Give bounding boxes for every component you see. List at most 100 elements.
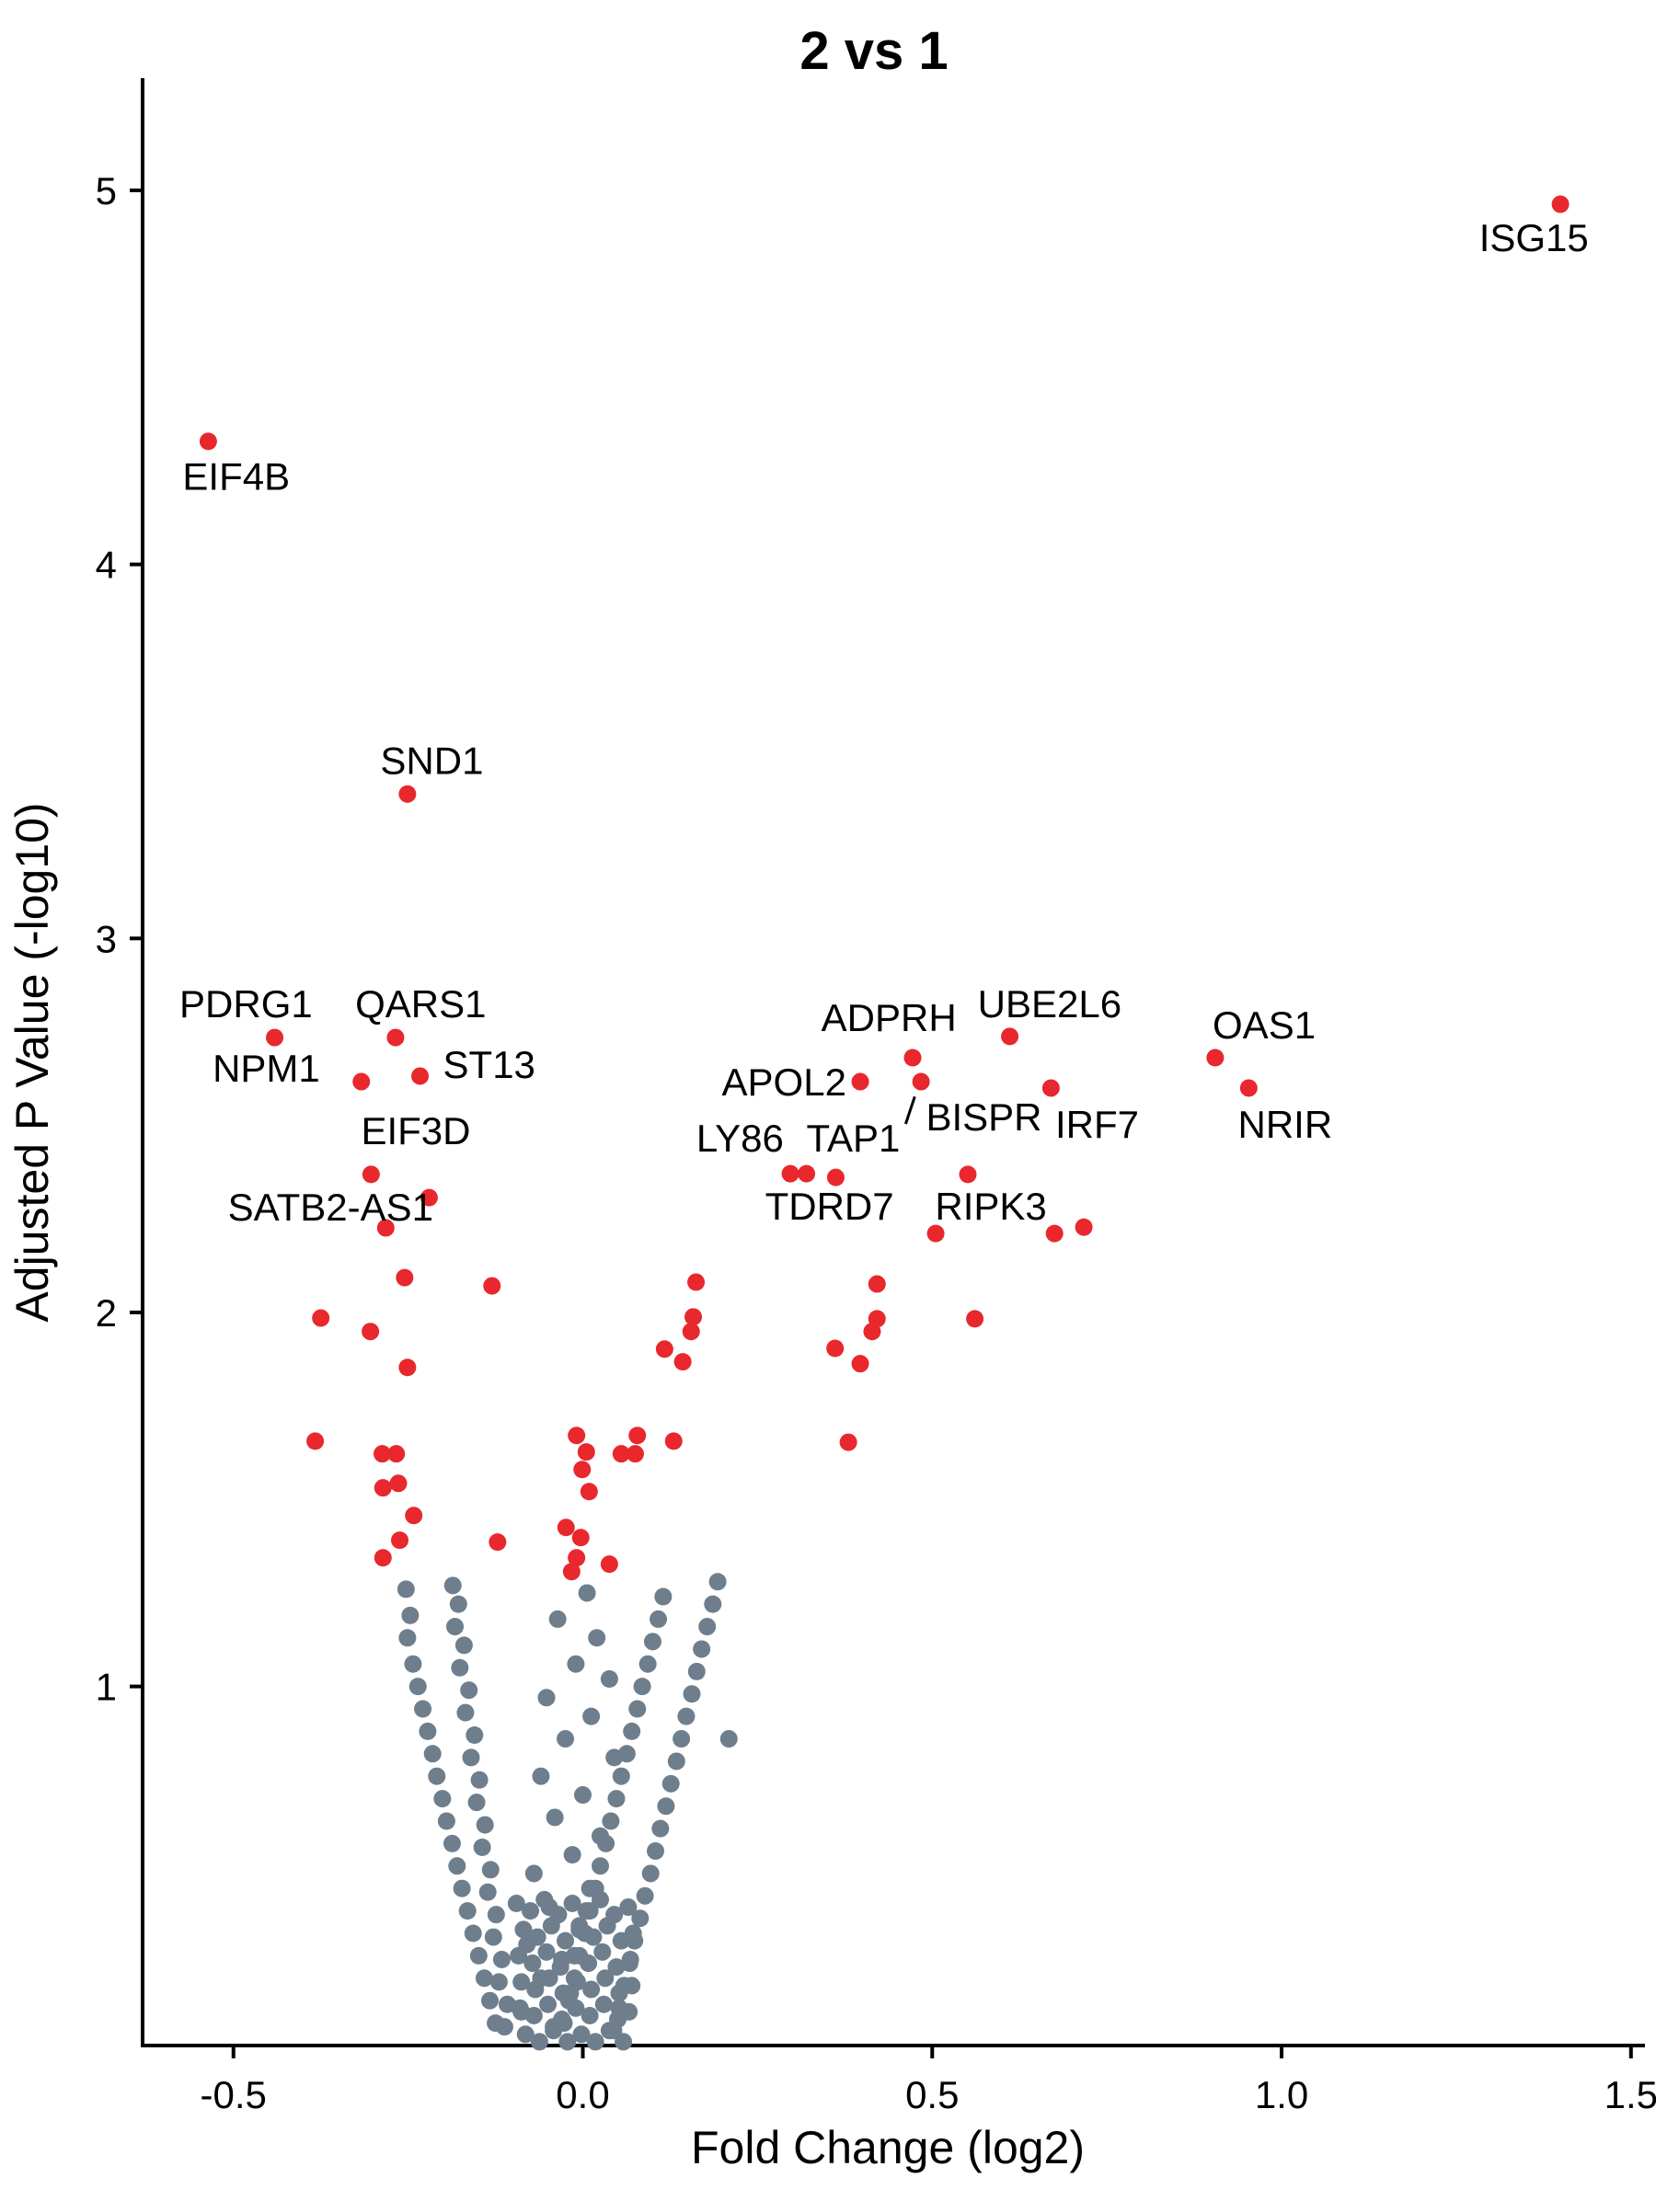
gray-point: [460, 1681, 478, 1700]
gray-point: [537, 1943, 556, 1961]
gray-point: [574, 1786, 592, 1805]
gray-point: [557, 1931, 575, 1950]
gray-point: [708, 1573, 727, 1591]
gray-point: [567, 1655, 585, 1673]
red-point: [483, 1277, 501, 1295]
gray-point: [578, 1584, 596, 1602]
gray-point: [443, 1834, 461, 1852]
gene-label: LY86: [696, 1117, 784, 1160]
gray-point: [602, 1812, 620, 1830]
gene-point: [1551, 195, 1570, 213]
gene-point: [266, 1028, 284, 1047]
gray-point: [620, 2002, 638, 2021]
gene-label: ADPRH: [822, 996, 957, 1039]
gray-point: [568, 1973, 586, 1991]
gray-point: [514, 1920, 533, 1939]
red-point: [387, 1445, 406, 1463]
red-point: [374, 1445, 392, 1463]
gray-point: [631, 1909, 650, 1928]
gray-point: [598, 1917, 616, 1935]
gray-point: [698, 1618, 717, 1636]
red-point: [868, 1275, 886, 1293]
gray-point: [594, 1995, 613, 2013]
gray-point: [545, 2022, 563, 2040]
red-point: [391, 1531, 409, 1550]
red-point: [374, 1479, 392, 1497]
gene-point: [386, 1028, 405, 1047]
gene-label: TDRD7: [765, 1185, 894, 1228]
gray-point: [563, 1846, 581, 1864]
gray-point: [581, 2006, 599, 2024]
gray-point: [449, 1595, 467, 1613]
gene-point: [903, 1049, 922, 1067]
gray-point: [428, 1767, 446, 1785]
red-point: [863, 1323, 881, 1341]
gene-point: [826, 1168, 845, 1186]
red-point: [396, 1268, 414, 1287]
gray-point: [524, 1864, 543, 1883]
gray-point: [512, 1973, 531, 1991]
gray-point: [530, 2033, 548, 2051]
red-point: [577, 1443, 595, 1461]
gray-point: [570, 1920, 589, 1939]
gray-point: [492, 1950, 511, 1968]
red-point: [362, 1323, 380, 1341]
gene-point: [352, 1072, 371, 1091]
y-tick-label: 2: [96, 1291, 117, 1335]
gray-point: [615, 2033, 633, 2051]
gene-label: SND1: [380, 739, 483, 782]
gray-point: [475, 1969, 493, 1988]
gray-point: [623, 1977, 641, 1995]
gene-point: [411, 1067, 430, 1085]
gray-point: [554, 1984, 572, 2002]
gray-point: [719, 1730, 738, 1748]
red-point: [389, 1474, 408, 1493]
gray-point: [683, 1685, 701, 1703]
gray-point: [401, 1606, 420, 1624]
gray-point: [535, 1890, 554, 1908]
gray-point: [526, 1980, 545, 1999]
gene-label: NPM1: [213, 1047, 320, 1090]
gene-label: IRF7: [1055, 1103, 1139, 1146]
gene-point: [926, 1224, 945, 1243]
gray-point: [641, 1864, 660, 1883]
gray-point: [542, 1917, 560, 1935]
gray-point: [523, 1954, 542, 1973]
gray-point: [619, 1898, 638, 1917]
red-point: [398, 1358, 417, 1377]
gene-leader-line: [903, 1095, 916, 1125]
red-point: [966, 1310, 984, 1328]
gray-point: [621, 1950, 639, 1968]
red-point: [562, 1563, 581, 1581]
gray-point: [484, 1928, 502, 1946]
red-point: [655, 1340, 673, 1358]
x-tick-label: 1.0: [1255, 2073, 1308, 2116]
gray-point: [597, 1834, 615, 1852]
gray-point: [397, 1580, 415, 1599]
gray-point: [704, 1595, 722, 1613]
gene-point: [851, 1072, 869, 1091]
gray-point: [643, 1633, 661, 1651]
gene-point: [912, 1072, 930, 1091]
gene-point: [1206, 1049, 1225, 1067]
gray-point: [414, 1700, 432, 1718]
y-tick-label: 3: [96, 917, 117, 960]
gene-label: EIF3D: [361, 1109, 470, 1152]
gene-label: SATB2-AS1: [228, 1186, 433, 1229]
red-point: [573, 1461, 592, 1479]
gray-point: [650, 1610, 668, 1628]
x-tick-label: 1.5: [1604, 2073, 1656, 2116]
gray-point: [565, 1946, 583, 1965]
gray-point: [582, 1707, 601, 1725]
gray-point: [528, 1928, 546, 1946]
red-point: [600, 1555, 618, 1574]
gray-point: [487, 1906, 505, 1924]
gray-point: [539, 1995, 558, 2013]
plot-title: 2 vs 1: [799, 21, 948, 81]
gray-point: [458, 1902, 477, 1920]
gray-point: [437, 1812, 455, 1830]
gene-point: [959, 1165, 977, 1184]
gene-point: [362, 1165, 380, 1184]
gray-point: [677, 1707, 696, 1725]
